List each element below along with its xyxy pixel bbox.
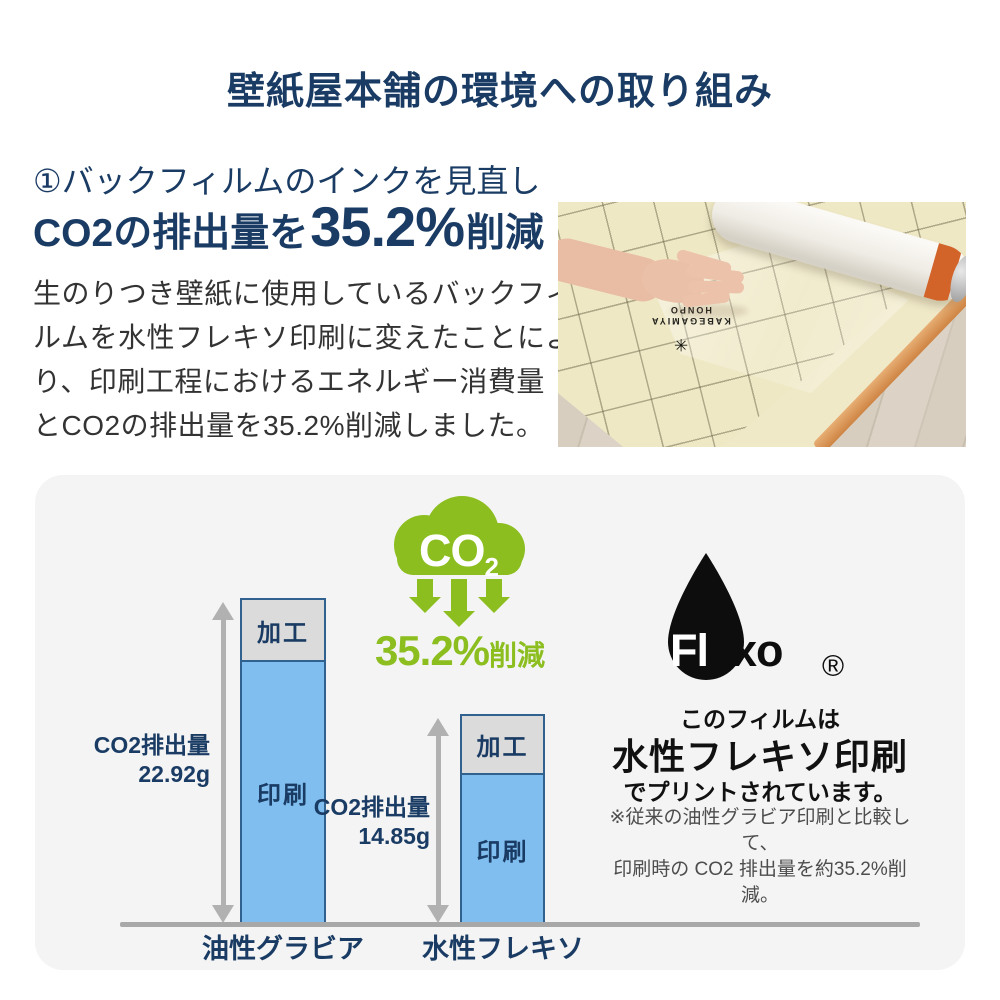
- body-line: ルムを水性フレキソ印刷に変えたことによ: [33, 322, 574, 353]
- co2-cloud-icon: CO2: [377, 495, 540, 640]
- body-line: とCO2の排出量を35.2%削減しました。: [33, 410, 545, 441]
- headline-suffix: 削減: [466, 212, 545, 255]
- registered-mark: ®: [822, 650, 845, 683]
- category-label-water-flexo: 水性フレキソ: [422, 934, 584, 964]
- flexo-caption-bottom: でプリントされています。: [623, 779, 897, 805]
- bar1-measure-arrow: [212, 602, 234, 923]
- section-heading: ①バックフィルムのインクを見直し: [33, 163, 541, 199]
- flexo-footnote: ※従来の油性グラビア印刷と比較して、 印刷時の CO2 排出量を約35.2%削減…: [609, 807, 911, 906]
- bar2-amount-label: CO2排出量 14.85g: [313, 794, 430, 849]
- flexo-logo-text: Flexo: [670, 625, 784, 676]
- bar2-segment-processing: 加工: [460, 714, 545, 775]
- reduction-label: 35.2% 削減: [374, 627, 546, 674]
- body-paragraph: 生のりつき壁紙に使用しているバックフィ ルムを水性フレキソ印刷に変えたことによ …: [33, 272, 574, 448]
- bar-water-flexo: 加工 印刷: [460, 714, 545, 925]
- photo-film-emblem: ✳: [674, 335, 689, 354]
- headline-prefix: CO2の排出量を: [33, 212, 309, 255]
- headline-percent: 35.2%: [310, 195, 465, 258]
- co2-cloud-label: CO2: [419, 525, 499, 582]
- page-title: 壁紙屋本舗の環境への取り組み: [226, 71, 773, 113]
- flexo-info-column: Flexo ® このフィルムは 水性フレキソ印刷 でプリントされています。 ※従…: [600, 545, 920, 906]
- infographic-panel: CO2排出量 22.92g 加工 印刷 CO2排出量 14.85g 加工 印刷 …: [35, 475, 965, 970]
- bar1-amount-label: CO2排出量 22.92g: [93, 732, 210, 787]
- co2-reduction-headline: CO2の排出量を 35.2% 削減: [33, 194, 544, 259]
- category-label-oil-gravure: 油性グラビア: [202, 934, 364, 964]
- bar-oil-gravure: 加工 印刷: [240, 598, 326, 925]
- product-photo: KABEGAMIYA HONPO ✳: [558, 202, 966, 447]
- flexo-caption-main: 水性フレキソ印刷: [611, 736, 908, 777]
- flexo-caption-top: このフィルムは: [679, 706, 841, 732]
- flexo-drop-icon: [668, 553, 744, 680]
- bar2-segment-printing: 印刷: [460, 773, 545, 925]
- body-line: り、印刷工程におけるエネルギー消費量: [33, 366, 545, 397]
- chart-baseline: [120, 922, 920, 927]
- bar1-segment-processing: 加工: [240, 598, 326, 662]
- body-line: 生のりつき壁紙に使用しているバックフィ: [33, 278, 574, 309]
- bar1-segment-printing: 印刷: [240, 660, 326, 925]
- bar2-measure-arrow: [427, 718, 449, 923]
